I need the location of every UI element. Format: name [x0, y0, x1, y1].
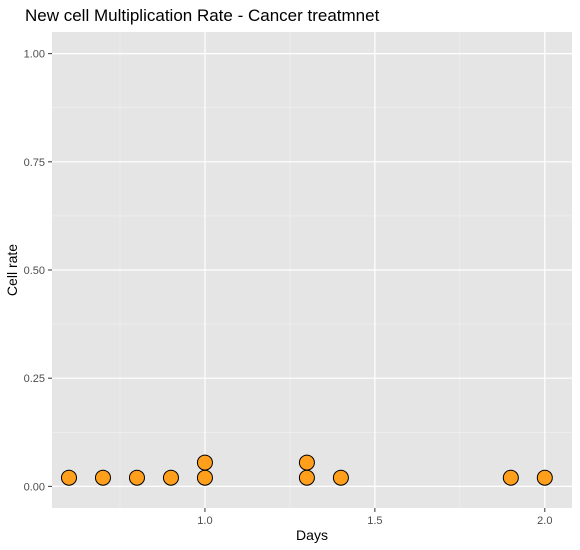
- chart-title: New cell Multiplication Rate - Cancer tr…: [25, 6, 380, 25]
- x-tick-label-0: 1.0: [197, 515, 212, 527]
- data-point-6: [298, 469, 315, 486]
- x-axis-title: Days: [296, 527, 328, 543]
- data-points: [60, 454, 553, 486]
- y-tick-label-2: 0.50: [24, 265, 45, 277]
- data-point-4: [196, 469, 213, 486]
- x-axis: 1.0 1.5 2.0: [197, 508, 552, 527]
- y-axis-title: Cell rate: [4, 244, 20, 296]
- y-axis: 0.00 0.25 0.50 0.75 1.00: [24, 49, 52, 493]
- data-point-10: [536, 469, 553, 486]
- data-point-8: [332, 469, 349, 486]
- x-tick-label-2: 2.0: [537, 515, 552, 527]
- y-tick-label-4: 1.00: [24, 49, 45, 61]
- data-point-9: [502, 469, 519, 486]
- data-point-2: [128, 469, 145, 486]
- y-tick-label-1: 0.25: [24, 373, 45, 385]
- data-point-3: [162, 469, 179, 486]
- data-point-1: [94, 469, 111, 486]
- data-point-7: [298, 454, 315, 471]
- data-point-5: [196, 454, 213, 471]
- major-gridlines: [52, 32, 572, 508]
- x-tick-label-1: 1.5: [367, 515, 382, 527]
- data-point-0: [60, 469, 77, 486]
- y-tick-label-0: 0.00: [24, 481, 45, 493]
- y-tick-label-3: 0.75: [24, 157, 45, 169]
